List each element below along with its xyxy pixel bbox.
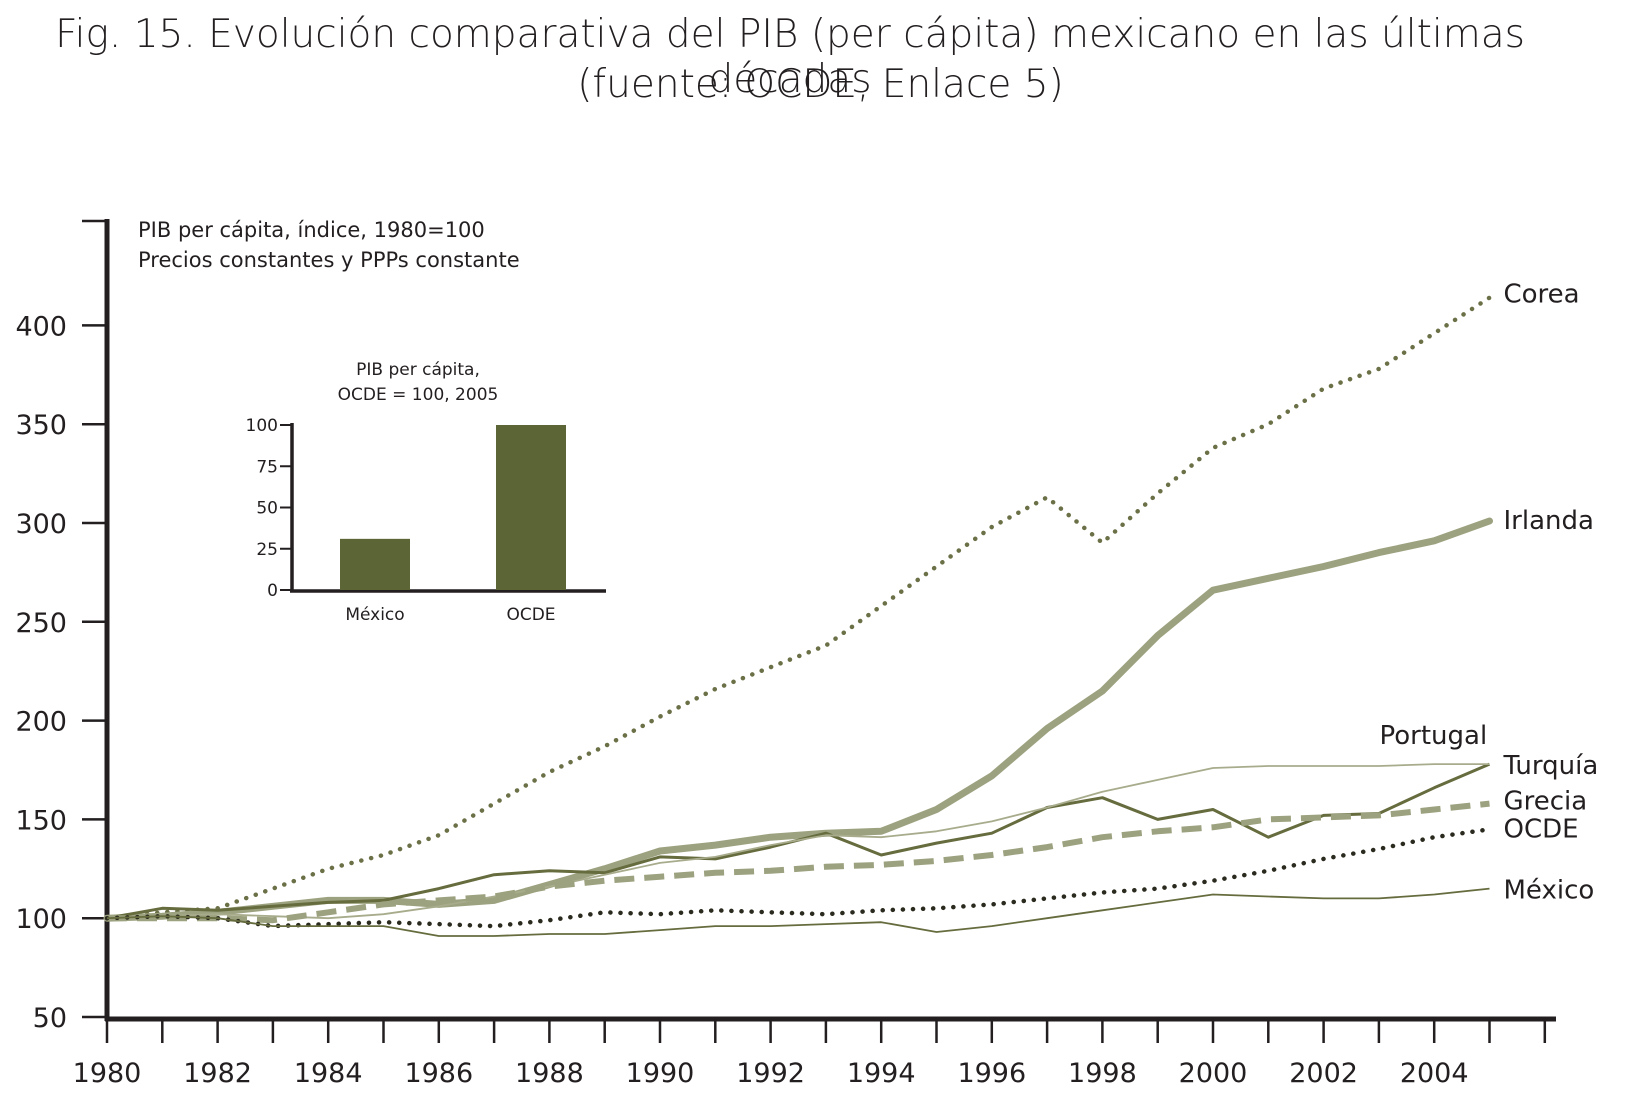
y-tick-label: 150 <box>15 805 67 836</box>
x-tick-label: 1986 <box>404 1058 473 1089</box>
series-line-ocde <box>104 827 1492 929</box>
x-tick-label: 1988 <box>515 1058 584 1089</box>
x-tick-label: 1982 <box>183 1058 252 1089</box>
series-line-mexico <box>106 887 1490 937</box>
inset-y-tick-label: 0 <box>267 581 278 601</box>
chart-note-line2: Precios constantes y PPPs constante <box>138 248 520 272</box>
x-tick-label: 2000 <box>1179 1058 1248 1089</box>
x-tick-label: 2002 <box>1289 1058 1358 1089</box>
y-tick-label: 400 <box>15 311 67 342</box>
inset-title-line2: OCDE = 100, 2005 <box>338 385 499 405</box>
series-line-grecia <box>107 800 1490 924</box>
x-tick-label: 1990 <box>626 1058 695 1089</box>
series-line-turquia <box>106 762 1491 920</box>
y-tick-label: 50 <box>33 1003 67 1034</box>
series-line-portugal <box>106 763 1490 920</box>
inset-y-tick-label: 25 <box>256 540 278 560</box>
y-tick-label: 300 <box>15 509 67 540</box>
inset-title-line1: PIB per cápita, <box>356 360 480 380</box>
inset-y-tick-label: 100 <box>246 416 278 436</box>
x-tick-label: 1996 <box>957 1058 1026 1089</box>
inset-y-tick-label: 75 <box>256 457 278 477</box>
y-tick-label: 100 <box>15 904 67 935</box>
chart-note-line1: PIB per cápita, índice, 1980=100 <box>138 218 485 242</box>
series-label-turquia: Turquía <box>1503 751 1599 781</box>
x-tick-label: 1998 <box>1068 1058 1137 1089</box>
inset-bar-mexico <box>340 538 410 590</box>
inset-category-label: OCDE <box>506 605 555 625</box>
inset-category-label: México <box>345 605 404 625</box>
chart-title-line2: (fuente: OCDE, Enlace 5) <box>577 62 1064 107</box>
x-tick-label: 2004 <box>1400 1058 1469 1089</box>
inset-y-tick-label: 50 <box>256 499 278 519</box>
series-line-irlanda <box>103 517 1493 922</box>
y-tick-label: 200 <box>15 707 67 738</box>
y-tick-label: 350 <box>15 410 67 441</box>
x-tick-label: 1980 <box>73 1058 142 1089</box>
series-line-corea <box>104 295 1492 921</box>
series-label-corea: Corea <box>1504 280 1580 310</box>
series-label-ocde: OCDE <box>1504 814 1579 844</box>
series-label-irlanda: Irlanda <box>1504 506 1594 536</box>
y-tick-label: 250 <box>15 608 67 639</box>
x-tick-label: 1992 <box>736 1058 805 1089</box>
x-tick-label: 1984 <box>294 1058 363 1089</box>
x-tick-label: 1994 <box>847 1058 916 1089</box>
series-label-mexico: México <box>1504 876 1595 906</box>
chart-title-line1: Fig. 15. Evolución comparativa del PIB (… <box>55 12 1525 102</box>
series-label-portugal: Portugal <box>1380 721 1488 751</box>
series-label-grecia: Grecia <box>1504 787 1588 817</box>
inset-bar-ocde <box>496 425 566 590</box>
